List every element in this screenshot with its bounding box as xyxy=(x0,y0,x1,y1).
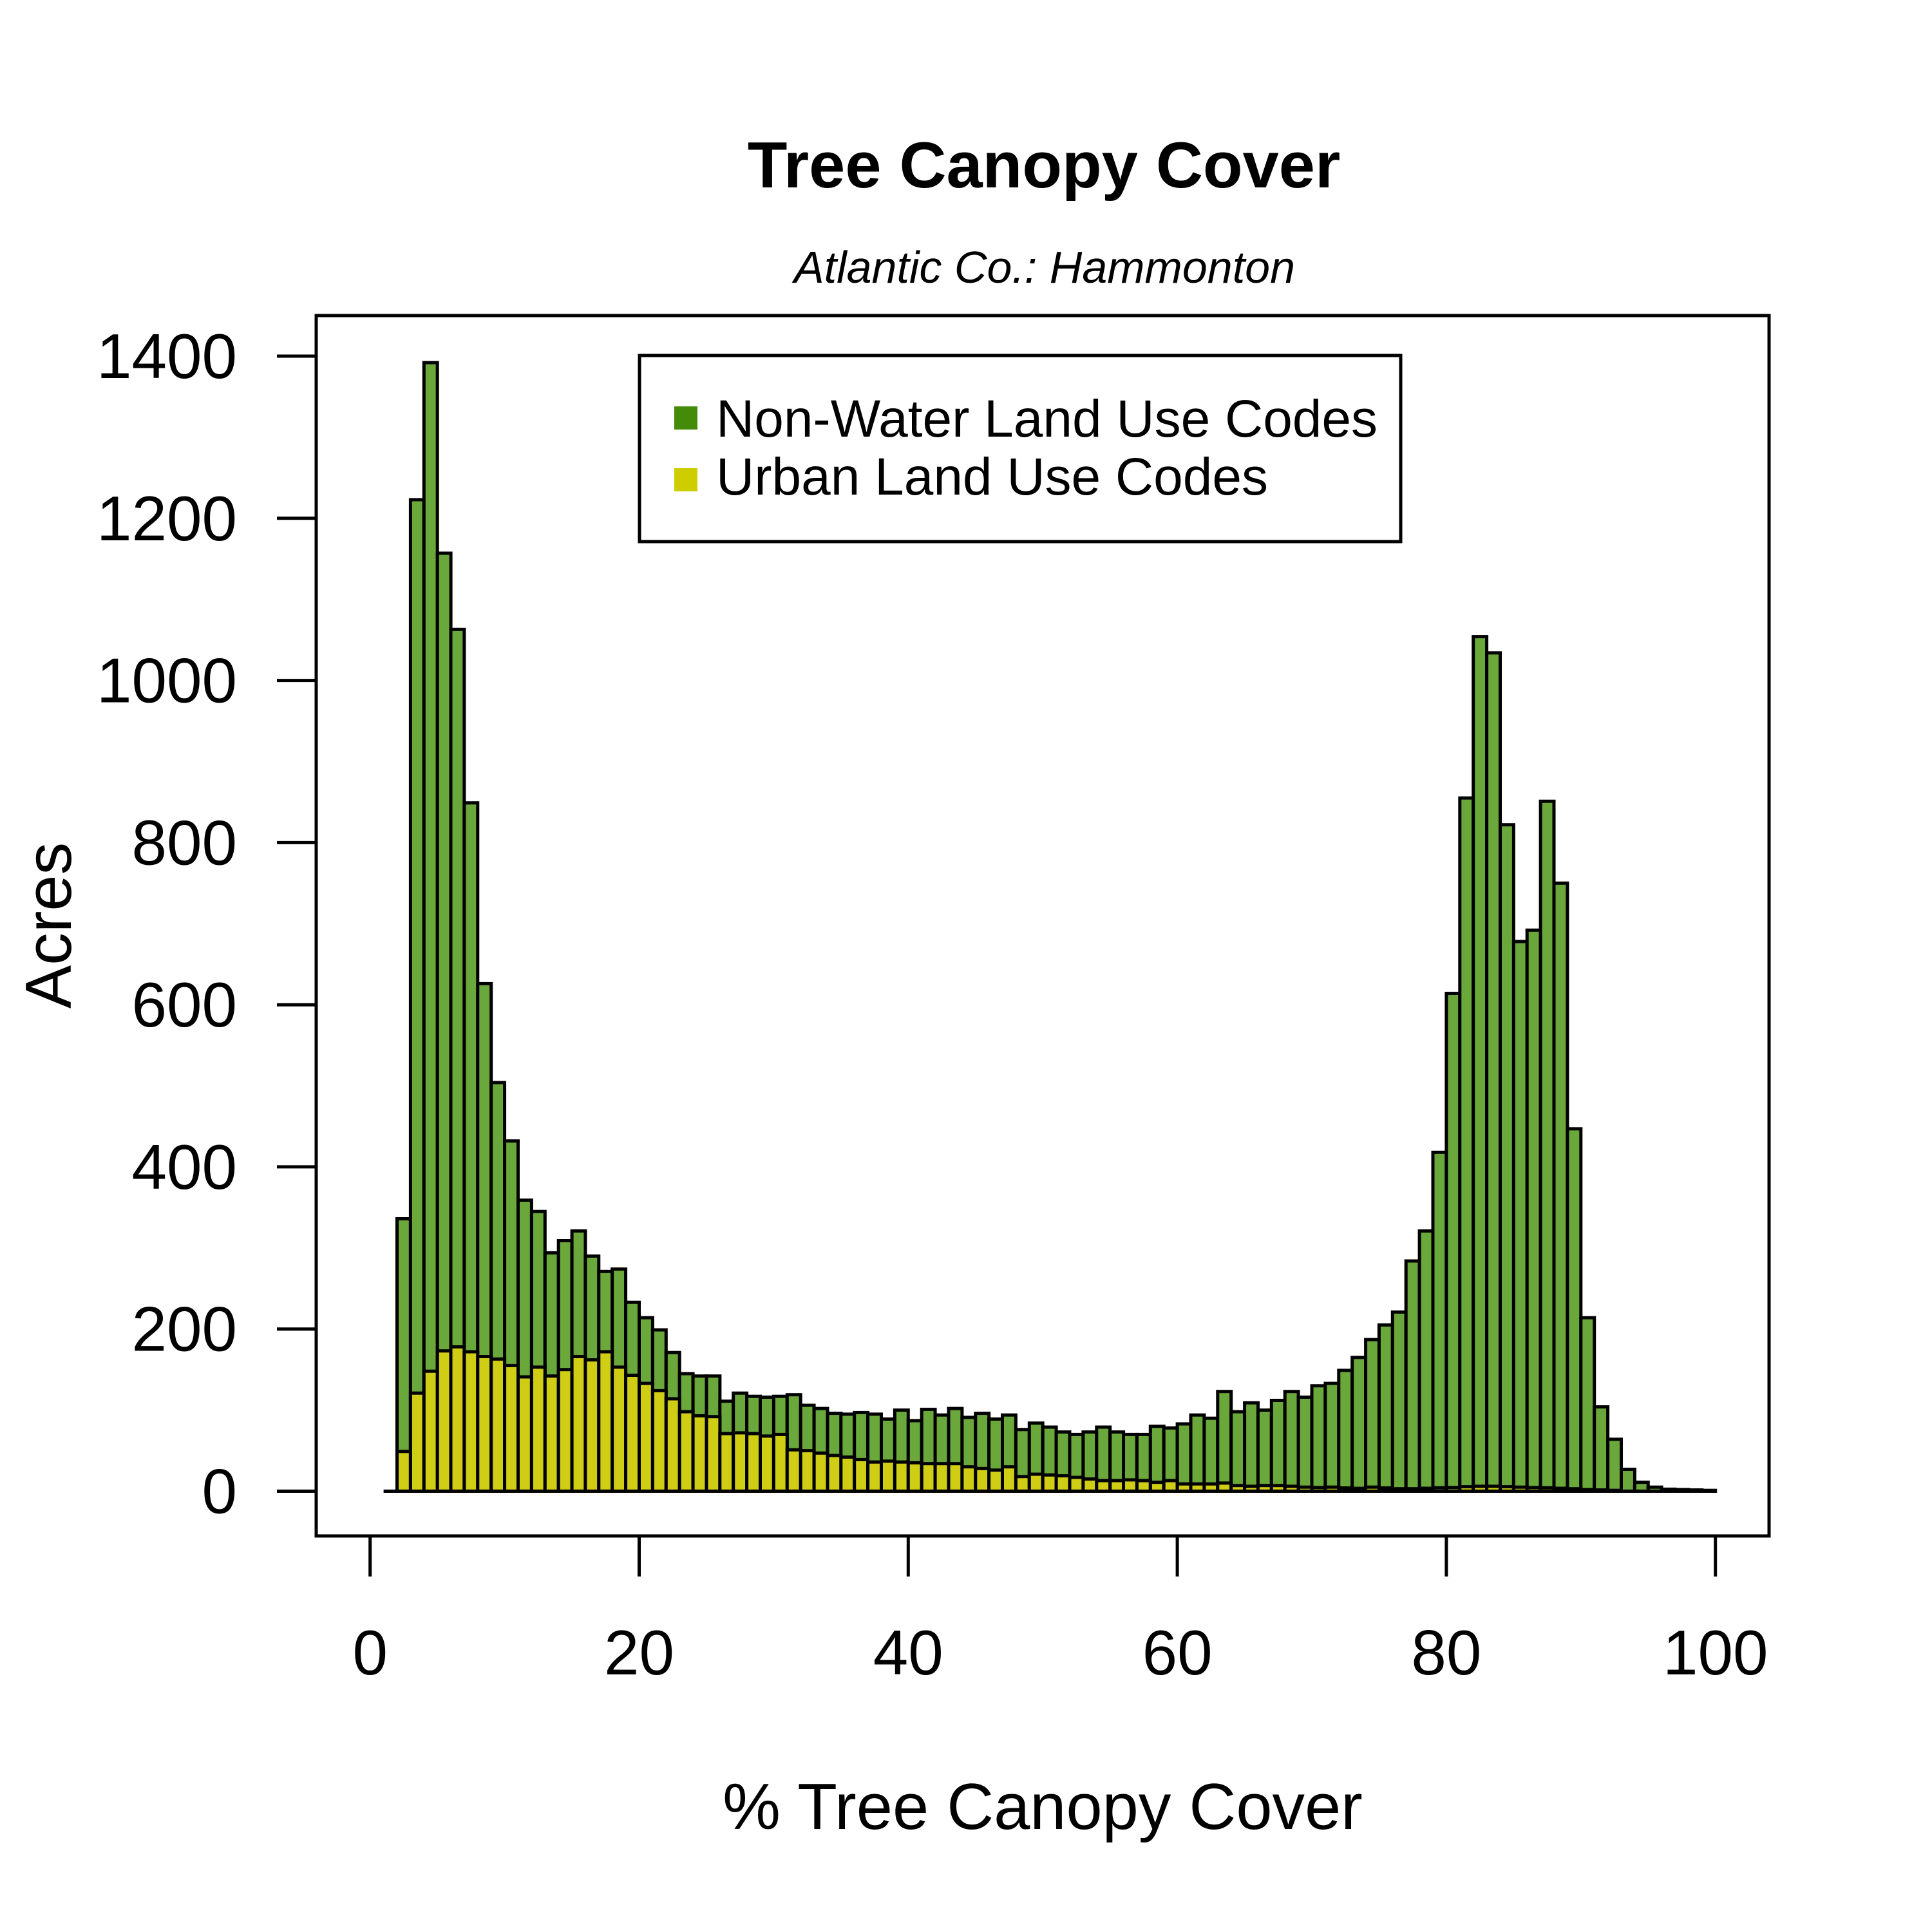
svg-text:200: 200 xyxy=(131,1294,237,1365)
svg-text:100: 100 xyxy=(1663,1617,1768,1688)
svg-text:Atlantic Co.: Hammonton: Atlantic Co.: Hammonton xyxy=(791,242,1295,292)
svg-text:20: 20 xyxy=(604,1617,674,1688)
svg-text:1200: 1200 xyxy=(97,483,237,554)
svg-text:% Tree Canopy Cover: % Tree Canopy Cover xyxy=(723,1771,1363,1843)
svg-text:60: 60 xyxy=(1142,1617,1213,1688)
svg-text:40: 40 xyxy=(873,1617,943,1688)
svg-text:Acres: Acres xyxy=(13,842,85,1009)
svg-text:80: 80 xyxy=(1411,1617,1481,1688)
svg-text:1400: 1400 xyxy=(97,321,237,392)
svg-text:1000: 1000 xyxy=(97,645,237,716)
svg-text:800: 800 xyxy=(131,807,237,878)
svg-text:400: 400 xyxy=(131,1132,237,1202)
svg-text:0: 0 xyxy=(202,1456,237,1527)
svg-text:600: 600 xyxy=(131,969,237,1040)
svg-text:Tree Canopy Cover: Tree Canopy Cover xyxy=(748,129,1341,202)
svg-text:Urban Land Use Codes: Urban Land Use Codes xyxy=(716,448,1268,506)
svg-text:Non-Water Land Use Codes: Non-Water Land Use Codes xyxy=(716,390,1378,448)
svg-text:0: 0 xyxy=(352,1617,388,1688)
